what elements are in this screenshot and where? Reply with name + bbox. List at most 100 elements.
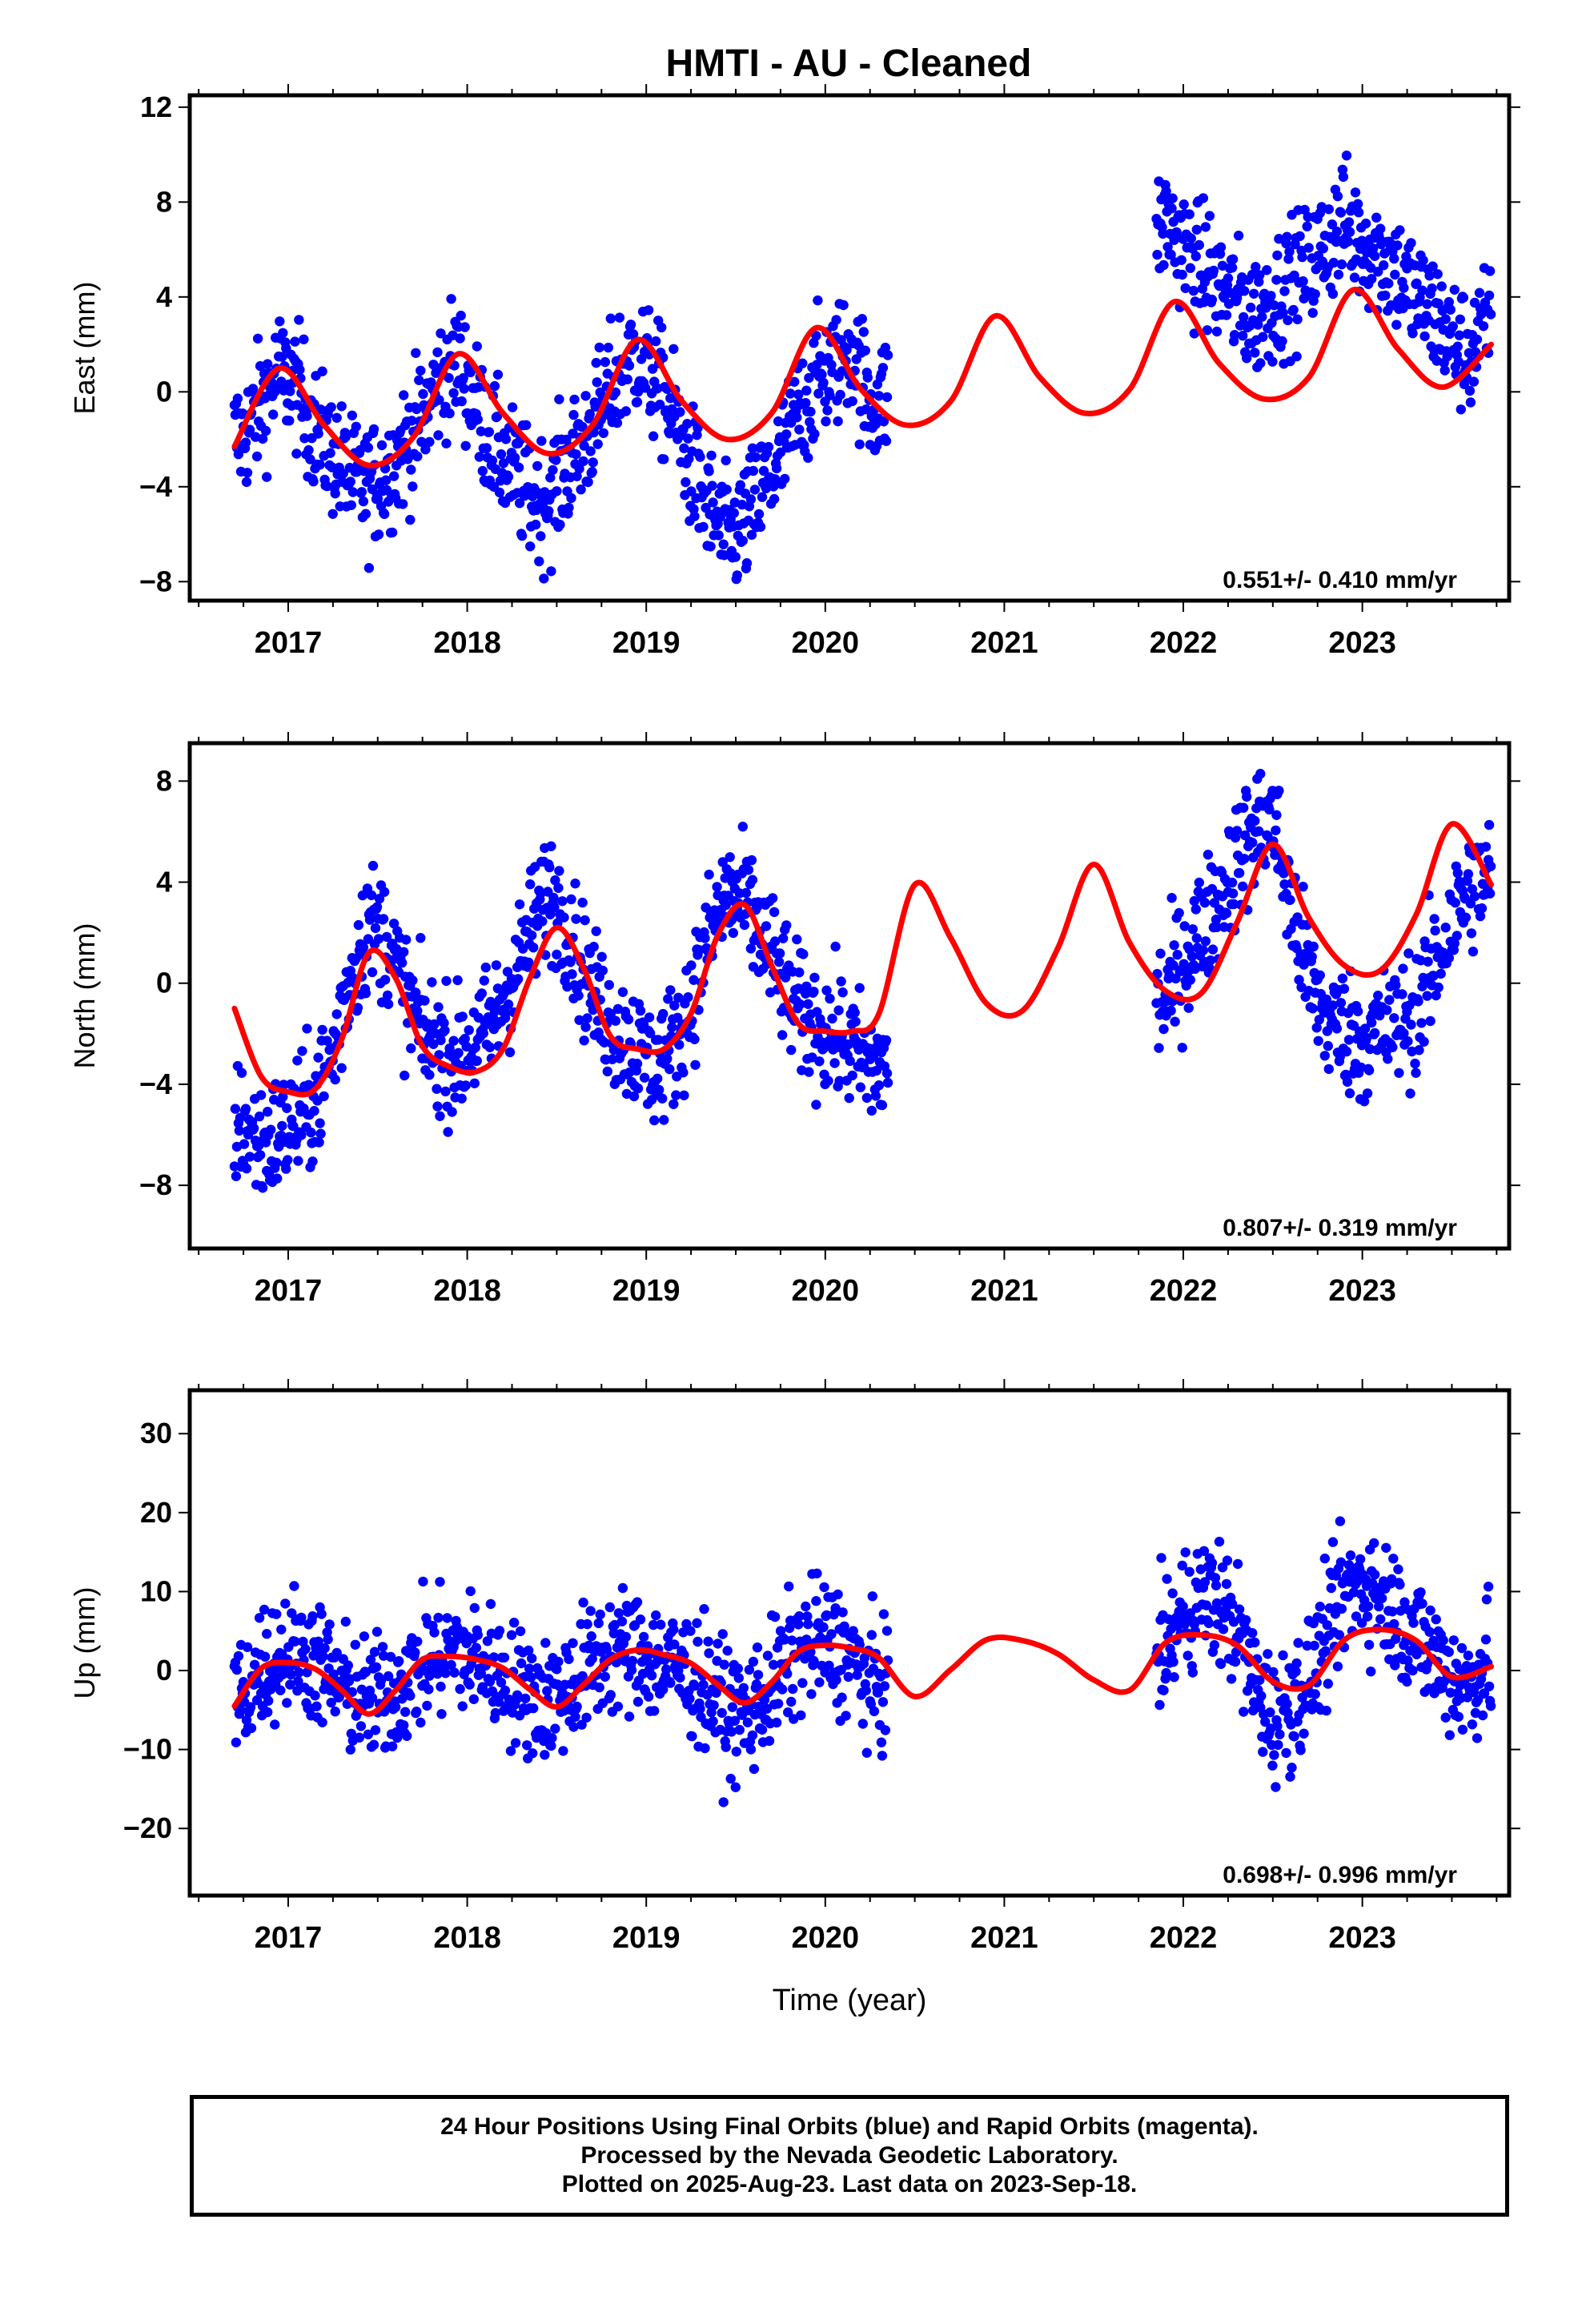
data-point [528, 943, 539, 953]
data-point [1285, 895, 1295, 906]
data-point [1161, 186, 1171, 196]
data-point [1399, 283, 1409, 293]
data-point [460, 1033, 470, 1044]
data-point [277, 1120, 287, 1132]
data-point [1473, 1659, 1484, 1670]
data-point [1484, 888, 1496, 899]
data-point [416, 933, 426, 943]
data-point [830, 941, 841, 952]
data-point [651, 336, 661, 347]
data-point [440, 1668, 451, 1679]
data-point [1440, 923, 1451, 933]
data-point [747, 443, 758, 453]
data-point [330, 1707, 340, 1717]
data-point [822, 405, 833, 416]
data-point [500, 434, 512, 444]
data-point [745, 943, 757, 954]
data-point [276, 1624, 287, 1635]
x-tick-label: 2018 [433, 1921, 501, 1955]
data-point [400, 1070, 410, 1081]
data-point [737, 535, 748, 546]
y-tick-label: −4 [139, 1068, 172, 1100]
data-point [1359, 1096, 1370, 1107]
data-point [1229, 330, 1240, 340]
data-point [406, 464, 416, 475]
data-point [294, 315, 304, 325]
data-point [876, 1737, 887, 1747]
y-tick-label: 8 [156, 764, 172, 797]
data-point [282, 1698, 292, 1708]
data-point [1368, 243, 1379, 254]
data-point [1341, 1046, 1352, 1057]
data-point [1389, 253, 1399, 264]
data-point [1418, 255, 1428, 266]
data-point [420, 444, 431, 455]
data-point [1403, 1655, 1413, 1666]
data-point [635, 1614, 646, 1625]
data-point [713, 530, 724, 541]
data-point [785, 388, 796, 399]
plot-area [229, 769, 1496, 1193]
data-point [1370, 251, 1380, 261]
data-point [1375, 223, 1386, 234]
data-point [242, 468, 253, 478]
data-point [492, 412, 503, 422]
panel-1: 12 8 4 0 −4 −8 East (mm) 2017 2018 2019 2020 2021 20… [68, 84, 1520, 660]
data-point [877, 1751, 888, 1761]
data-point [506, 1630, 517, 1640]
data-point [1298, 882, 1308, 892]
data-point [675, 1672, 685, 1683]
data-point [1336, 259, 1347, 270]
x-tick-label: 2018 [433, 626, 501, 660]
data-point [414, 375, 424, 385]
data-point [418, 1576, 428, 1587]
data-point [399, 390, 409, 400]
data-point [514, 899, 525, 910]
data-point [1320, 1646, 1331, 1656]
data-point [476, 426, 486, 436]
data-point [689, 511, 700, 521]
data-point [792, 412, 802, 423]
data-point [658, 1008, 669, 1019]
data-point [521, 420, 532, 430]
data-point [236, 1068, 247, 1078]
data-point [1292, 314, 1303, 324]
x-axis-label: Time (year) [773, 1984, 927, 2017]
data-point [327, 509, 338, 519]
data-point [746, 854, 757, 866]
data-point [1440, 314, 1451, 324]
data-point [756, 441, 767, 452]
data-point [1429, 914, 1439, 924]
data-point [1154, 1699, 1165, 1711]
data-point [687, 1731, 697, 1742]
data-point [1468, 376, 1480, 387]
data-point [774, 948, 785, 959]
data-point [496, 449, 507, 460]
data-point [1268, 1667, 1279, 1678]
data-point [257, 1183, 268, 1193]
data-point [436, 1681, 446, 1692]
data-point [262, 472, 272, 482]
data-point [671, 1090, 681, 1100]
data-point [1395, 1579, 1405, 1590]
data-point [485, 1598, 496, 1610]
data-point [1188, 285, 1199, 296]
data-point [783, 1707, 793, 1718]
data-point [1292, 912, 1303, 923]
data-point [252, 333, 263, 344]
data-point [536, 531, 546, 541]
data-point [435, 1577, 445, 1587]
data-point [1469, 891, 1480, 902]
data-point [746, 529, 757, 541]
data-point [1477, 1710, 1488, 1721]
data-point [545, 472, 556, 483]
data-point [1291, 1667, 1301, 1677]
data-point [604, 979, 614, 991]
data-point [605, 1690, 616, 1700]
data-point [1287, 1763, 1297, 1773]
data-point [1271, 1782, 1281, 1792]
data-point [1255, 270, 1265, 280]
data-point [1239, 312, 1249, 323]
data-point [858, 327, 869, 337]
data-point [1339, 983, 1350, 994]
